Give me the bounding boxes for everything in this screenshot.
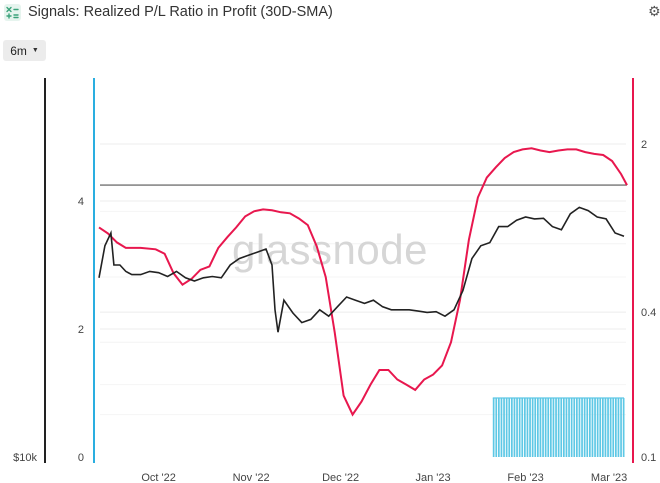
left-axis-bottom-label: $10k <box>13 452 37 464</box>
signal-bar <box>596 398 599 457</box>
resolution-label: 6m <box>10 43 27 58</box>
signal-bar <box>505 398 508 457</box>
signal-bar <box>555 398 557 457</box>
resolution-dropdown[interactable]: 6m ▼ <box>3 40 46 61</box>
chart-header: Signals: Realized P/L Ratio in Profit (3… <box>0 0 660 28</box>
signal-bar <box>508 398 511 457</box>
signal-bar <box>615 398 617 457</box>
signal-bar <box>492 398 495 457</box>
signal-bar <box>521 398 524 457</box>
signal-bar <box>583 398 586 457</box>
signal-bar <box>539 398 542 457</box>
signal-bar <box>622 398 625 457</box>
signal-bar <box>565 398 568 457</box>
signal-bar <box>607 398 609 457</box>
right-tick-label: 0.1 <box>641 452 656 464</box>
signal-bar <box>591 398 594 457</box>
settings-gear-icon[interactable]: ⚙ <box>648 3 660 19</box>
signal-bar <box>513 398 516 457</box>
left-tick-label: 2 <box>78 324 84 336</box>
signal-bar <box>518 398 521 457</box>
left-tick-label: 0 <box>78 452 84 464</box>
signal-bar <box>524 398 526 457</box>
x-tick-label: Nov '22 <box>233 472 270 483</box>
signal-bar <box>500 398 503 457</box>
signal-bar <box>552 398 555 457</box>
chart-logo-icon <box>4 4 21 21</box>
signal-bar <box>516 398 518 457</box>
left-tick-label: 4 <box>78 196 84 208</box>
signal-bar <box>617 398 620 457</box>
gridlines <box>100 143 626 416</box>
signal-bar <box>547 398 550 457</box>
signal-bar <box>557 398 560 457</box>
x-tick-label: Dec '22 <box>322 472 359 483</box>
signal-bar <box>503 398 505 457</box>
signal-bar <box>560 398 563 457</box>
signal-bar <box>586 398 589 457</box>
signal-bar <box>563 398 565 457</box>
x-tick-labels: Oct '22 Nov '22 Dec '22 Jan '23 Feb '23 Mar '… <box>141 472 627 483</box>
signal-bar <box>550 398 552 457</box>
signal-bar <box>612 398 615 457</box>
x-tick-label: Mar '23 <box>591 472 627 483</box>
signal-bar <box>526 398 529 457</box>
signal-bar <box>620 398 622 457</box>
signal-bar <box>581 398 583 457</box>
signal-bar <box>544 398 547 457</box>
signal-bar <box>531 398 534 457</box>
signal-bar <box>578 398 581 457</box>
signal-bar <box>570 398 573 457</box>
signal-bar <box>542 398 544 457</box>
signal-bar <box>568 398 570 457</box>
signal-bar <box>573 398 576 457</box>
chart-title: Signals: Realized P/L Ratio in Profit (3… <box>28 4 333 20</box>
left-tick-labels: 4 2 0 <box>78 196 84 464</box>
watermark: glassnode <box>232 226 428 273</box>
series-line-price <box>98 206 625 333</box>
signal-bar <box>599 398 602 457</box>
x-tick-label: Oct '22 <box>141 472 176 483</box>
signal-bar <box>602 398 604 457</box>
signal-bar <box>589 398 591 457</box>
signal-bar <box>495 398 498 457</box>
signal-bar <box>534 398 537 457</box>
right-tick-labels: 2 0.4 0.1 <box>641 139 656 464</box>
signal-bar <box>529 398 531 457</box>
signal-bar <box>609 398 612 457</box>
signal-bar <box>604 398 607 457</box>
right-tick-label: 2 <box>641 139 647 151</box>
x-tick-label: Jan '23 <box>416 472 451 483</box>
signal-bar <box>594 398 596 457</box>
signal-bar <box>498 398 500 457</box>
signal-bar <box>537 398 539 457</box>
signal-bar <box>576 398 578 457</box>
signal-bar <box>511 398 513 457</box>
series-line-ratio <box>98 147 628 417</box>
right-tick-label: 0.4 <box>641 307 656 319</box>
x-tick-label: Feb '23 <box>507 472 543 483</box>
caret-down-icon: ▼ <box>31 47 39 54</box>
signal-bars <box>492 397 625 457</box>
